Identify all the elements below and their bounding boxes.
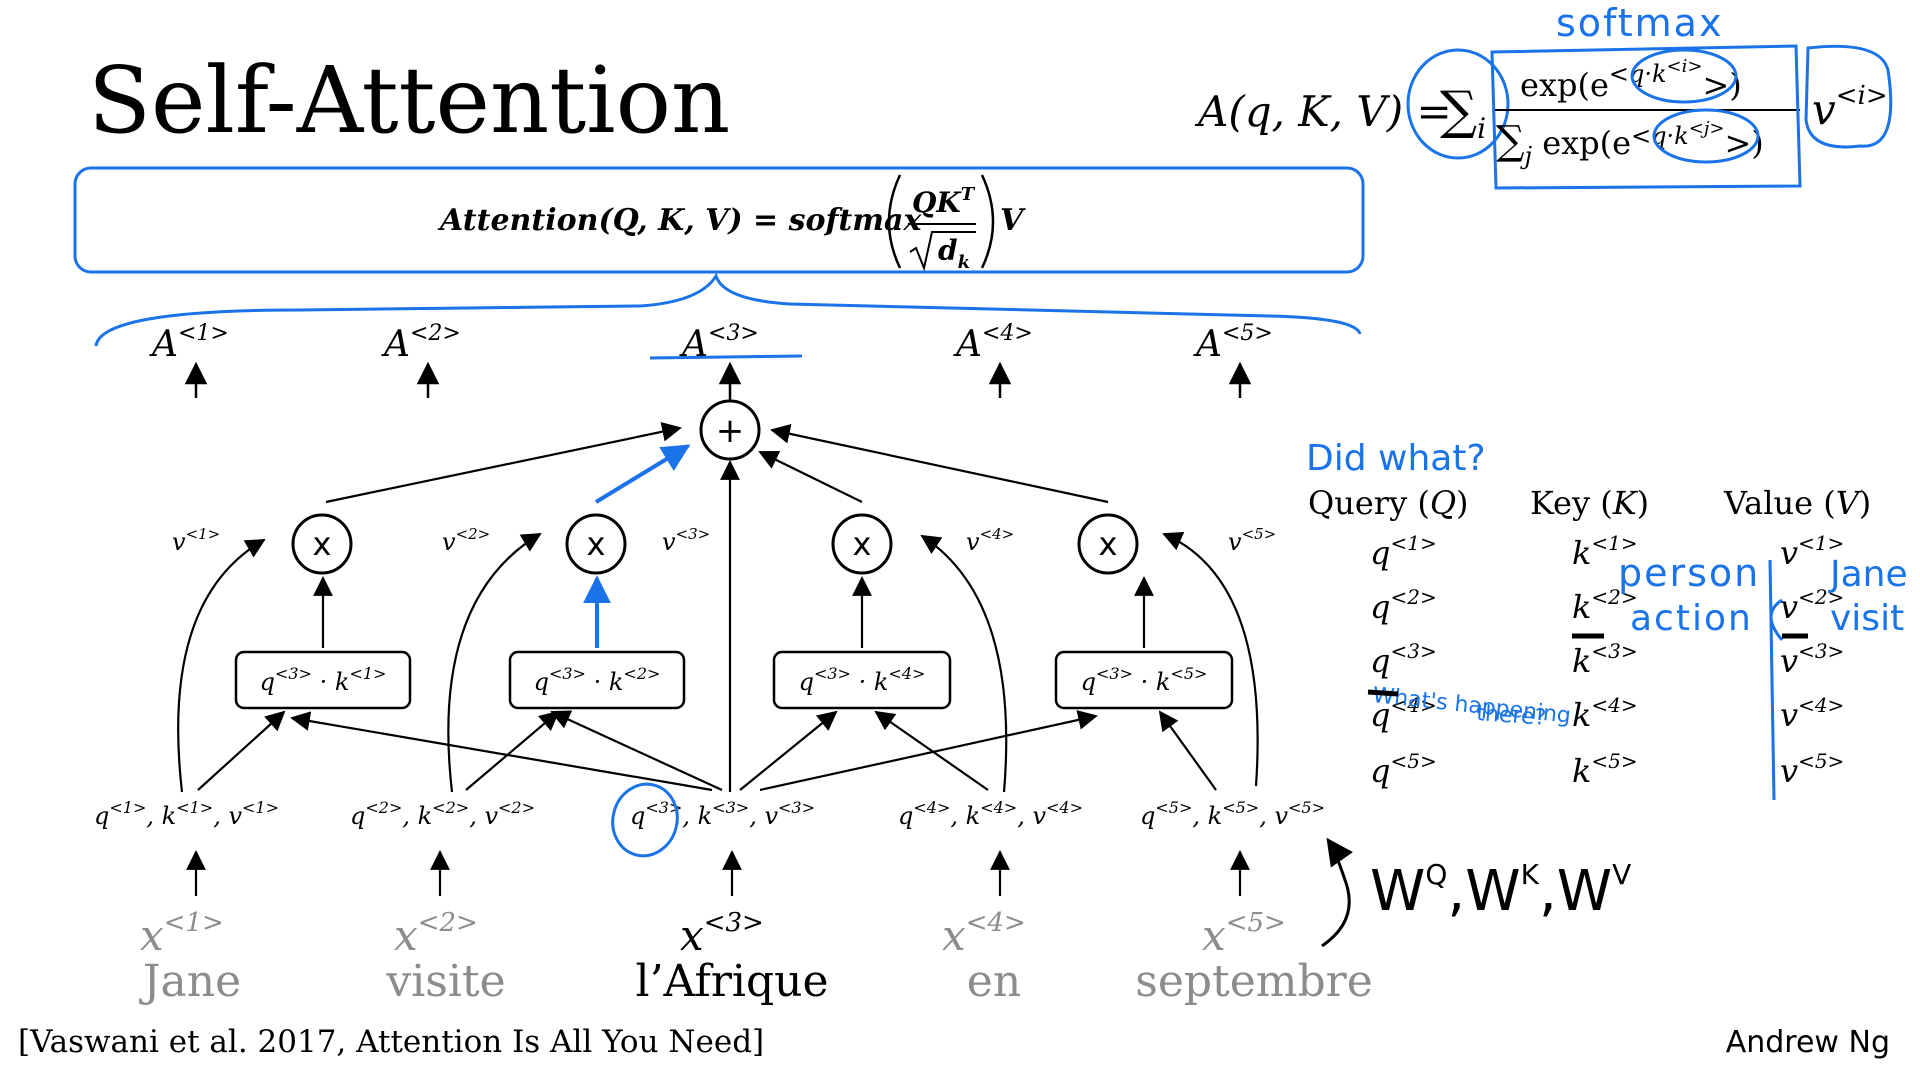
input-x-1: x<1> [140,908,224,960]
top-right-formula: softmax A(q, K, V) = ∑i exp(e<q·k<i>>) ∑… [1194,1,1893,190]
svg-text:q<3> · k<1>: q<3> · k<1> [260,664,387,696]
dot-product-box-2: q<3> · k<2> [508,650,686,710]
svg-text:q<3> · k<2>: q<3> · k<2> [534,664,661,696]
table-cell-v-2: v<2> [1780,585,1844,626]
softmax-annotation: softmax [1556,1,1723,45]
qkv-4: q<4>, k<4>, v<4> [898,798,1083,830]
output-a-2: A<2> [381,321,461,365]
visit-annotation: visit [1830,598,1904,639]
v-label-3: v<3> [662,525,710,556]
output-a-5: A<5> [1193,321,1273,365]
jane-annotation: Jane [1828,554,1908,595]
sum-i-symbol: ∑i [1440,81,1486,145]
input-row: x<1>Jane x<2>visite x<3>l’Afrique x<4>en x<5… [139,850,1373,1007]
table-cell-k-2: k<2> [1572,585,1638,626]
table-cell-k-5: k<5> [1572,749,1638,790]
input-word-5: septembre [1135,956,1372,1007]
formula-numerator: QK [912,186,962,219]
qkv-5: q<5>, k<5>, v<5> [1140,798,1325,830]
svg-text:QKT: QKT [912,184,976,219]
table-cell-k-4: k<4> [1572,693,1638,734]
v-label-4: v<4> [966,525,1014,556]
dot-product-box-3: q<3> · k<4> [772,650,952,710]
table-header-3: Value (V) [1723,484,1871,522]
person-annotation: person [1618,551,1760,595]
table-cell-v-1: v<1> [1780,531,1844,572]
input-word-1: Jane [139,956,241,1007]
v-label-1: v<1> [172,525,220,556]
table-cell-q-1: q<1> [1370,531,1437,572]
svg-text:q<3> · k<5>: q<3> · k<5> [1081,664,1208,696]
formula-lhs: Attention(Q, K, V) = softmax [437,203,922,238]
qkv-vectors-row: q<1>, k<1>, v<1> q<2>, k<2>, v<2> q<3>, k<… [94,798,1325,830]
qkv-1: q<1>, k<1>, v<1> [94,798,279,830]
output-a-1: A<1> [149,321,229,365]
svg-text:x: x [313,525,332,563]
multiply-node-3: x [831,513,893,575]
svg-text:Attention(Q, K, V) = softmax: Attention(Q, K, V) = softmax [437,203,922,238]
citation: [Vaswani et al. 2017, Attention Is All Y… [18,1024,764,1060]
attention-formula-box: Attention(Q, K, V) = softmax QKT dk V [73,166,1365,274]
formula-trailing: V [1000,203,1026,238]
input-word-2: visite [385,956,505,1007]
formula-denominator-sub: k [958,252,970,273]
input-word-4: en [967,956,1021,1007]
multiply-node-4: x [1077,513,1139,575]
svg-text:x: x [587,525,606,563]
table-cell-v-5: v<5> [1780,749,1844,790]
input-word-3: l’Afrique [636,956,829,1007]
there-annotation: there? [1476,701,1547,731]
qkv-table: Query (Q) Key (K) Value (V) q<1> k<1> v<1> q<2… [1308,484,1871,790]
table-cell-q-5: q<5> [1370,749,1437,790]
table-header-2: Key (K) [1530,484,1649,522]
v-label-2: v<2> [442,525,490,556]
weights-annotation: WQ,WK,WV [1370,858,1631,924]
table-header-1: Query (Q) [1308,484,1469,522]
formula-numerator-sup: T [961,184,976,205]
table-cell-q-3: q<3> [1370,639,1437,680]
svg-text:v<i>: v<i> [1812,81,1888,134]
qkv-2: q<2>, k<2>, v<2> [350,798,535,830]
svg-text:+: + [716,411,745,451]
table-cell-k-3: k<3> [1572,639,1638,680]
table-cell-v-3: v<3> [1780,639,1844,680]
table-cell-k-1: k<1> [1572,531,1638,572]
attention-graph: x x x x v<1> v<2> v<3> v<4> v<5> q<3> · k<1> q<3> … [94,421,1325,830]
plus-node: + [699,399,761,461]
table-cell-q-4: q<4> [1370,693,1437,734]
v-label-5: v<5> [1228,525,1276,556]
output-a-4: A<4> [953,321,1033,365]
output-brace [94,272,1362,347]
svg-text:q<3> · k<4>: q<3> · k<4> [799,664,926,696]
svg-text:dk: dk [938,234,970,273]
author-name: Andrew Ng [1726,1025,1890,1060]
dot-product-box-4: q<3> · k<5> [1054,650,1234,710]
action-annotation: action [1630,598,1753,639]
slide-title: Self-Attention [88,47,730,154]
svg-text:x: x [1099,525,1118,563]
input-x-2: x<2> [394,908,478,960]
svg-text:exp(e<q·k<i>>): exp(e<q·k<i>>) [1520,56,1742,104]
output-row: A<1> A<2> A<3> A<4> A<5> [149,321,1273,400]
table-cell-v-4: v<4> [1780,693,1844,734]
multiply-node-1: x [291,513,353,575]
multiply-node-2: x [565,513,627,575]
svg-text:∑j exp(e<q·k<j>>): ∑j exp(e<q·k<j>>) [1496,118,1764,170]
input-x-3: x<3> [680,908,764,960]
did-what-annotation: Did what? [1306,438,1486,479]
dot-product-box-1: q<3> · k<1> [234,650,412,710]
input-x-5: x<5> [1202,908,1286,960]
table-cell-q-2: q<2> [1370,585,1437,626]
formula-denominator: d [938,234,958,267]
svg-text:x: x [853,525,872,563]
a3-underline [649,354,803,360]
input-x-4: x<4> [942,908,1026,960]
qkv-3: q<3>, k<3>, v<3> [630,798,815,830]
